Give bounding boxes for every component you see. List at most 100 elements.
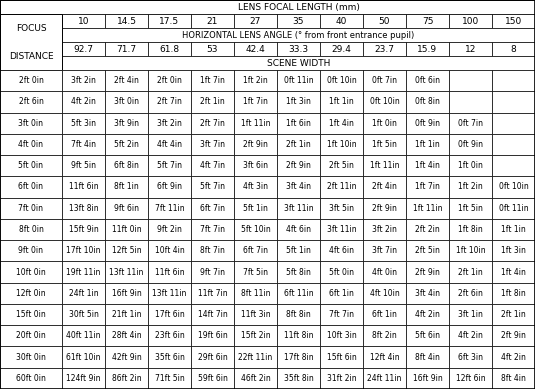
Bar	[320, 42, 363, 56]
Text: 16ft 9in: 16ft 9in	[112, 289, 141, 298]
Bar	[191, 368, 234, 389]
Text: 7ft 11in: 7ft 11in	[155, 204, 185, 213]
Text: 9ft 7in: 9ft 7in	[200, 268, 225, 277]
Bar	[62, 304, 105, 325]
Text: 1ft 4in: 1ft 4in	[501, 268, 526, 277]
Bar	[148, 155, 191, 176]
Bar	[449, 347, 492, 368]
Bar	[62, 198, 105, 219]
Text: 1ft 2in: 1ft 2in	[458, 182, 483, 191]
Bar	[363, 42, 406, 56]
Bar	[277, 325, 320, 347]
Text: 1ft 10in: 1ft 10in	[456, 246, 485, 255]
Text: 2ft 11in: 2ft 11in	[327, 182, 356, 191]
Bar	[320, 176, 363, 198]
Bar	[0, 112, 62, 134]
Bar	[363, 176, 406, 198]
Bar	[105, 325, 148, 347]
Bar	[234, 42, 277, 56]
Bar	[148, 240, 191, 261]
Text: 2ft 0in: 2ft 0in	[157, 76, 182, 85]
Text: 1ft 7in: 1ft 7in	[415, 182, 440, 191]
Bar	[492, 42, 535, 56]
Bar	[492, 283, 535, 304]
Text: 4ft 6in: 4ft 6in	[286, 225, 311, 234]
Bar	[363, 155, 406, 176]
Text: 24ft 1in: 24ft 1in	[68, 289, 98, 298]
Bar	[406, 368, 449, 389]
Bar	[449, 198, 492, 219]
Text: 0ft 10in: 0ft 10in	[370, 97, 399, 107]
Bar	[234, 304, 277, 325]
Text: 2ft 2in: 2ft 2in	[415, 225, 440, 234]
Text: 1ft 0in: 1ft 0in	[372, 119, 397, 128]
Bar	[62, 219, 105, 240]
Bar	[234, 176, 277, 198]
Bar	[363, 198, 406, 219]
Bar	[105, 261, 148, 283]
Text: 3ft 11in: 3ft 11in	[284, 204, 314, 213]
Text: 1ft 11in: 1ft 11in	[370, 161, 399, 170]
Bar	[0, 240, 62, 261]
Text: 33.3: 33.3	[288, 44, 309, 54]
Text: 6ft 8in: 6ft 8in	[114, 161, 139, 170]
Text: 2ft 1in: 2ft 1in	[458, 268, 483, 277]
Text: 7ft 0in: 7ft 0in	[19, 204, 43, 213]
Bar	[0, 304, 62, 325]
Text: 3ft 4in: 3ft 4in	[286, 182, 311, 191]
Text: 15.9: 15.9	[417, 44, 438, 54]
Text: 1ft 5in: 1ft 5in	[458, 204, 483, 213]
Text: HORIZONTAL LENS ANGLE (° from front entrance pupil): HORIZONTAL LENS ANGLE (° from front entr…	[182, 30, 415, 40]
Bar	[191, 283, 234, 304]
Text: 1ft 3in: 1ft 3in	[501, 246, 526, 255]
Bar	[0, 134, 62, 155]
Bar	[277, 198, 320, 219]
Bar	[449, 70, 492, 91]
Bar	[320, 91, 363, 112]
Text: 2ft 5in: 2ft 5in	[415, 246, 440, 255]
Text: 1ft 6in: 1ft 6in	[286, 119, 311, 128]
Bar	[363, 304, 406, 325]
Bar	[105, 155, 148, 176]
Bar	[449, 261, 492, 283]
Text: 53: 53	[207, 44, 218, 54]
Bar	[105, 240, 148, 261]
Bar	[320, 134, 363, 155]
Bar	[0, 347, 62, 368]
Text: 3ft 7in: 3ft 7in	[200, 140, 225, 149]
Text: 17.5: 17.5	[159, 16, 180, 26]
Text: 21: 21	[207, 16, 218, 26]
Text: 2ft 9in: 2ft 9in	[415, 268, 440, 277]
Text: 0ft 11in: 0ft 11in	[284, 76, 314, 85]
Bar	[0, 14, 62, 70]
Text: 71.7: 71.7	[117, 44, 136, 54]
Text: 42ft 9in: 42ft 9in	[112, 352, 141, 362]
Text: 0ft 10in: 0ft 10in	[327, 76, 356, 85]
Text: 3ft 0in: 3ft 0in	[114, 97, 139, 107]
Bar	[449, 283, 492, 304]
Text: 10ft 3in: 10ft 3in	[327, 331, 356, 340]
Text: 12: 12	[465, 44, 476, 54]
Bar	[277, 70, 320, 91]
Text: 35ft 6in: 35ft 6in	[155, 352, 185, 362]
Bar	[320, 219, 363, 240]
Text: 2ft 7in: 2ft 7in	[157, 97, 182, 107]
Text: 5ft 3in: 5ft 3in	[71, 119, 96, 128]
Bar	[191, 134, 234, 155]
Bar	[148, 91, 191, 112]
Bar	[320, 198, 363, 219]
Text: 2ft 9in: 2ft 9in	[501, 331, 526, 340]
Text: 2ft 4in: 2ft 4in	[114, 76, 139, 85]
Bar	[320, 347, 363, 368]
Bar	[234, 219, 277, 240]
Text: 3ft 2in: 3ft 2in	[372, 225, 397, 234]
Text: 9ft 0in: 9ft 0in	[19, 246, 43, 255]
Bar	[0, 176, 62, 198]
Text: 1ft 7in: 1ft 7in	[243, 97, 268, 107]
Bar	[406, 134, 449, 155]
Bar	[62, 134, 105, 155]
Text: 3ft 5in: 3ft 5in	[329, 204, 354, 213]
Bar	[62, 368, 105, 389]
Bar	[492, 261, 535, 283]
Text: 6ft 9in: 6ft 9in	[157, 182, 182, 191]
